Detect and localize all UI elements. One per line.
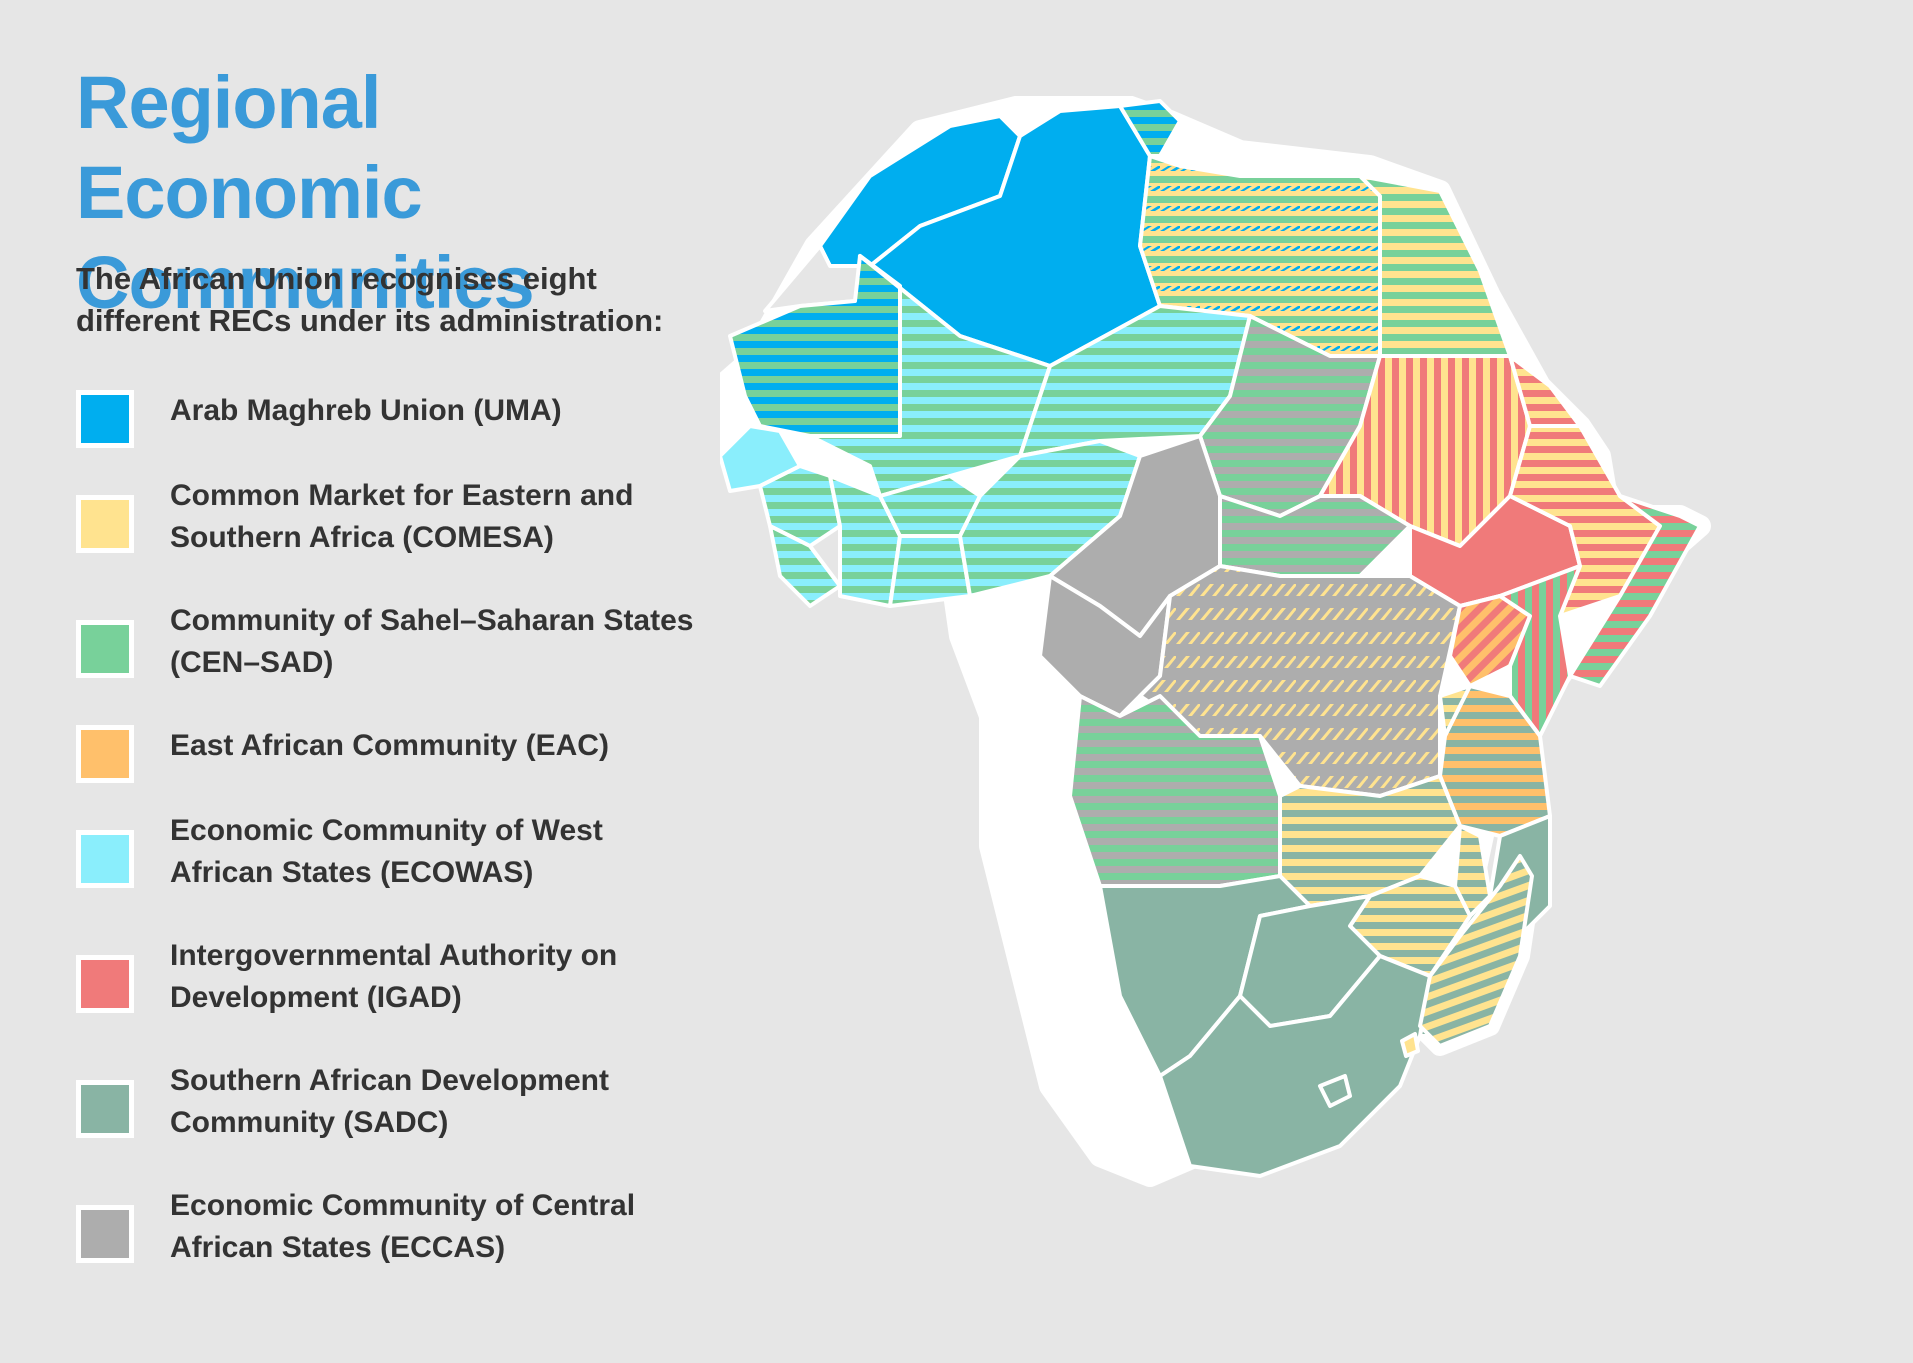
legend-label-eccas: Economic Community of Central African St…: [170, 1189, 636, 1264]
legend-item-igad: Intergovernmental Authority on Developme…: [76, 939, 696, 1045]
legend-item-censad: Community of Sahel–Saharan States (CEN–S…: [76, 604, 696, 710]
page-title: Regional Economic Communities: [76, 61, 535, 324]
legend-item-ecowas: Economic Community of West African State…: [76, 814, 696, 920]
legend-label-ecowas: Economic Community of West African State…: [170, 814, 603, 889]
legend-swatch-ecowas: [76, 830, 134, 888]
legend-item-comesa: Common Market for Eastern and Southern A…: [76, 479, 696, 585]
africa-map: [720, 96, 1711, 1187]
country-madagascar: [1418, 854, 1534, 1048]
legend-label-comesa: Common Market for Eastern and Southern A…: [170, 479, 634, 554]
legend-swatch-eac: [76, 725, 134, 783]
legend-label-sadc: Southern African Development Community (…: [170, 1064, 609, 1139]
legend-swatch-comesa: [76, 495, 134, 553]
intro-text: The African Union recognises eight diffe…: [76, 261, 664, 338]
legend-swatch-censad: [76, 620, 134, 678]
legend-swatch-uma: [76, 390, 134, 448]
legend-swatch-eccas: [76, 1205, 134, 1263]
country-somalia: [1568, 494, 1702, 688]
country-eswatini: [1400, 1032, 1420, 1058]
legend-swatch-igad: [76, 955, 134, 1013]
legend-swatch-sadc: [76, 1080, 134, 1138]
legend-item-eac: East African Community (EAC): [76, 715, 696, 815]
country-tunisia: [1118, 99, 1182, 158]
country-ghana-togo-benin: [888, 534, 972, 608]
legend-item-uma: Arab Maghreb Union (UMA): [76, 380, 696, 480]
legend-label-uma: Arab Maghreb Union (UMA): [170, 394, 562, 427]
legend-item-eccas: Economic Community of Central African St…: [76, 1189, 696, 1295]
country-sierra-leone-liberia: [768, 524, 842, 608]
legend-label-igad: Intergovernmental Authority on Developme…: [170, 939, 618, 1014]
legend-label-censad: Community of Sahel–Saharan States (CEN–S…: [170, 604, 694, 679]
country-lesotho: [1318, 1074, 1352, 1108]
legend-label-eac: East African Community (EAC): [170, 729, 609, 762]
legend-item-sadc: Southern African Development Community (…: [76, 1064, 696, 1170]
